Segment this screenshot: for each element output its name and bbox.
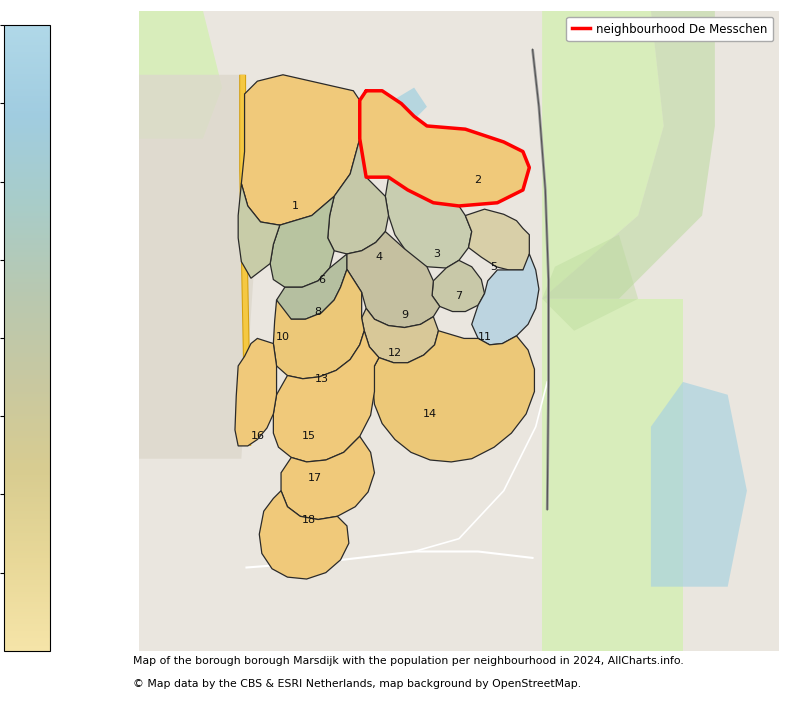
Polygon shape	[555, 408, 651, 587]
Polygon shape	[542, 11, 664, 298]
Text: Map of the borough borough Marsdijk with the population per neighbourhood in 202: Map of the borough borough Marsdijk with…	[133, 656, 684, 666]
Polygon shape	[465, 209, 530, 270]
Polygon shape	[270, 196, 334, 287]
Polygon shape	[241, 75, 360, 225]
Text: 17: 17	[308, 473, 322, 483]
Legend: neighbourhood De Messchen: neighbourhood De Messchen	[566, 17, 773, 42]
Text: 6: 6	[318, 275, 325, 285]
Text: 13: 13	[314, 374, 329, 384]
Polygon shape	[235, 339, 276, 446]
Text: 8: 8	[314, 306, 322, 316]
Text: 10: 10	[276, 332, 290, 342]
Text: 15: 15	[302, 431, 315, 441]
Polygon shape	[472, 254, 539, 345]
Text: 4: 4	[376, 252, 383, 262]
Polygon shape	[651, 382, 747, 587]
Text: 14: 14	[423, 409, 437, 419]
Polygon shape	[360, 91, 530, 206]
Polygon shape	[372, 331, 534, 462]
Text: 2: 2	[475, 175, 482, 186]
Text: 1: 1	[292, 201, 299, 211]
Polygon shape	[273, 270, 364, 379]
Text: 5: 5	[491, 262, 498, 272]
Polygon shape	[139, 11, 779, 651]
Polygon shape	[139, 11, 222, 139]
Text: 9: 9	[401, 310, 408, 320]
Polygon shape	[139, 75, 254, 459]
Polygon shape	[328, 139, 388, 254]
Text: 11: 11	[477, 332, 491, 342]
Text: 18: 18	[302, 515, 316, 525]
Polygon shape	[542, 298, 683, 651]
Text: 12: 12	[388, 348, 402, 358]
Polygon shape	[432, 260, 484, 311]
Polygon shape	[281, 436, 375, 520]
Polygon shape	[361, 308, 438, 362]
Polygon shape	[382, 88, 427, 126]
Polygon shape	[385, 177, 472, 268]
Text: 7: 7	[456, 290, 462, 301]
Text: 3: 3	[433, 249, 440, 259]
Polygon shape	[276, 254, 347, 319]
Text: © Map data by the CBS & ESRI Netherlands, map background by OpenStreetMap.: © Map data by the CBS & ESRI Netherlands…	[133, 679, 581, 690]
Polygon shape	[542, 234, 638, 331]
Polygon shape	[347, 232, 440, 328]
Text: 16: 16	[250, 431, 264, 441]
Polygon shape	[273, 331, 379, 462]
Polygon shape	[260, 490, 349, 579]
Polygon shape	[238, 183, 279, 278]
Polygon shape	[542, 11, 715, 298]
